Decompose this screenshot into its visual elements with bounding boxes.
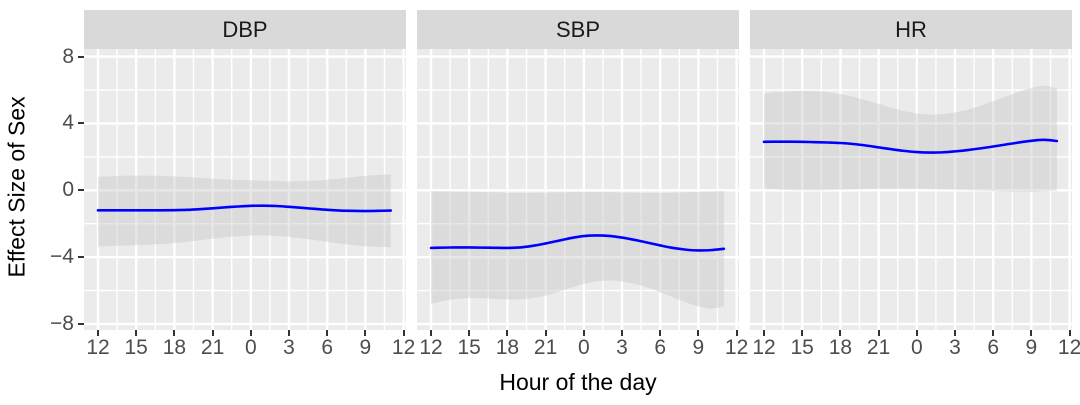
x-tick-label: 3: [949, 336, 961, 359]
x-tick-mark: [620, 330, 623, 336]
x-tick-mark: [697, 330, 700, 336]
y-tick-label: −4: [50, 245, 74, 269]
x-tick-mark: [839, 330, 842, 336]
x-tick-label: 21: [866, 336, 891, 359]
smooth-line: [96, 204, 393, 213]
x-tick-mark: [287, 330, 290, 336]
x-tick-label: 18: [828, 336, 853, 359]
y-tick-mark: [78, 189, 84, 192]
x-tick-label: 21: [533, 336, 558, 359]
x-tick-label: 15: [457, 336, 481, 359]
x-tick-mark: [735, 330, 738, 336]
x-tick-label: 6: [654, 336, 667, 359]
x-tick-mark: [582, 330, 585, 336]
facet-panel-hr: HR: [750, 10, 1072, 330]
y-tick-mark: [78, 322, 84, 325]
x-tick-mark: [211, 330, 214, 336]
facet-panel-sbp: SBP: [417, 10, 739, 330]
plot-area-hr: [750, 49, 1072, 330]
x-tick-mark: [173, 330, 176, 336]
plot-area-sbp: [417, 49, 739, 330]
x-tick-mark: [326, 330, 329, 336]
x-tick-label: 6: [987, 336, 1000, 359]
x-tick-mark: [506, 330, 509, 336]
x-tick-mark: [877, 330, 880, 336]
x-tick-label: 12: [391, 336, 416, 359]
facet-strip-label: DBP: [222, 16, 268, 42]
y-tick-mark: [78, 122, 84, 125]
confidence-ribbon: [431, 191, 724, 309]
x-tick-mark: [249, 330, 252, 336]
x-tick-label: 9: [359, 336, 372, 359]
x-tick-label: 3: [283, 336, 295, 359]
plot-area-dbp: [84, 49, 406, 330]
x-tick-label: 12: [724, 336, 749, 359]
smooth-line: [429, 234, 726, 252]
x-tick-label: 15: [124, 336, 148, 359]
x-tick-mark: [97, 330, 99, 336]
y-tick-label: 8: [62, 44, 74, 68]
facet-panel-dbp: DBP: [84, 10, 406, 330]
y-tick-label: −8: [50, 311, 74, 335]
x-tick-mark: [402, 330, 405, 336]
x-tick-label: 0: [244, 336, 257, 359]
facet-strip-sbp: SBP: [417, 10, 739, 49]
x-tick-mark: [1030, 330, 1033, 336]
x-tick-label: 0: [577, 336, 590, 359]
x-tick-label: 9: [692, 336, 705, 359]
x-tick-mark: [1068, 330, 1071, 336]
x-tick-label: 9: [1025, 336, 1038, 359]
x-tick-mark: [953, 330, 956, 336]
x-tick-label: 21: [200, 336, 225, 359]
x-tick-mark: [915, 330, 918, 336]
x-tick-mark: [430, 330, 432, 336]
x-tick-label: 12: [419, 336, 443, 359]
x-tick-label: 18: [495, 336, 520, 359]
facet-strip-hr: HR: [750, 10, 1072, 49]
x-tick-label: 12: [752, 336, 776, 359]
x-tick-mark: [544, 330, 547, 336]
x-tick-mark: [763, 330, 765, 336]
confidence-ribbon: [764, 85, 1057, 193]
facet-strip-label: SBP: [555, 16, 601, 42]
y-tick-mark: [78, 55, 84, 58]
x-tick-label: 3: [616, 336, 628, 359]
x-tick-label: 18: [162, 336, 187, 359]
x-tick-mark: [468, 330, 471, 336]
y-tick-label: 4: [62, 111, 74, 135]
x-tick-mark: [801, 330, 804, 336]
x-tick-mark: [659, 330, 662, 336]
facet-strip-label: HR: [895, 16, 927, 42]
facet-strip-dbp: DBP: [84, 10, 406, 49]
x-tick-label: 12: [86, 336, 110, 359]
x-tick-label: 0: [910, 336, 923, 359]
x-tick-label: 15: [790, 336, 814, 359]
x-tick-label: 6: [321, 336, 334, 359]
x-tick-label: 12: [1057, 336, 1080, 359]
confidence-ribbon: [98, 174, 391, 248]
x-tick-mark: [135, 330, 138, 336]
x-axis-title: Hour of the day: [499, 369, 657, 395]
x-tick-mark: [364, 330, 367, 336]
y-tick-label: 0: [62, 178, 74, 202]
smooth-line: [762, 138, 1059, 154]
x-tick-mark: [992, 330, 995, 336]
y-tick-mark: [78, 256, 84, 259]
